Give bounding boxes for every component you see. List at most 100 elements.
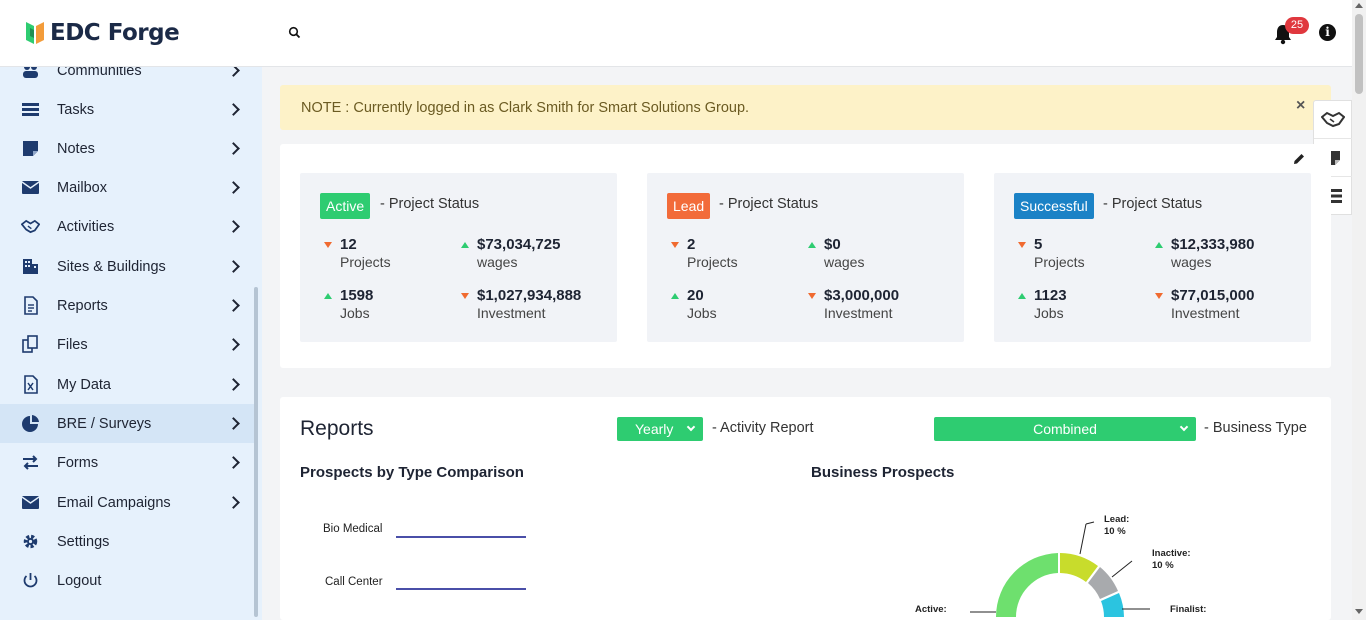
stat-jobs: 1598 Jobs (320, 287, 373, 321)
stat-jobs: 1123 Jobs (1014, 287, 1067, 321)
files-icon (21, 335, 40, 354)
tasks-icon (21, 100, 40, 119)
chevron-right-icon (227, 67, 240, 77)
login-note-banner: NOTE : Currently logged in as Clark Smit… (280, 85, 1331, 130)
pencil-icon[interactable] (1292, 152, 1306, 166)
donut-label-lead: Lead: 10 % (1104, 514, 1130, 537)
sidebar-item-label: Settings (57, 533, 110, 550)
leader-line-lead (1085, 521, 1095, 525)
sidebar-item-label: Mailbox (57, 179, 107, 196)
sidebar-item-email-campaigns[interactable]: Email Campaigns (0, 483, 258, 522)
stat-projects: 5 Projects (1014, 236, 1085, 270)
trend-up-icon (808, 242, 816, 248)
sidebar-item-sites-buildings[interactable]: Sites & Buildings (0, 247, 258, 286)
status-card-lead: Lead - Project Status 2 Projects $0 wages … (647, 173, 964, 342)
sidebar-scrollbar[interactable] (254, 287, 258, 617)
chevron-right-icon (227, 378, 240, 391)
stat-projects: 12 Projects (320, 236, 391, 270)
notification-badge: 25 (1285, 17, 1309, 34)
project-status-panel: Active - Project Status 12 Projects $73,0… (280, 144, 1331, 368)
scroll-down-icon[interactable] (1355, 609, 1363, 614)
logo[interactable]: EDC Forge (24, 20, 180, 46)
sidebar-item-label: Logout (57, 572, 102, 589)
scroll-up-icon[interactable] (1355, 3, 1363, 8)
sidebar-item-settings[interactable]: Settings (0, 522, 258, 561)
info-icon[interactable]: i (1319, 24, 1336, 41)
users-icon (21, 67, 40, 80)
sidebar-item-mailbox[interactable]: Mailbox (0, 168, 258, 207)
chevron-right-icon (227, 260, 240, 273)
list-tool-button[interactable] (1314, 177, 1352, 215)
donut-label-active: Active: (915, 604, 947, 615)
stat-wages: $0 wages (804, 236, 864, 270)
search-icon[interactable] (288, 26, 302, 40)
handshake-tool-button[interactable] (1314, 101, 1352, 139)
donut-label-finalist: Finalist: (1170, 604, 1207, 615)
business-prospects-donut (970, 521, 1150, 617)
bar (396, 588, 526, 590)
stat-investment: $77,015,000 Investment (1151, 287, 1254, 321)
stat-jobs: 20 Jobs (667, 287, 717, 321)
building-icon (21, 257, 40, 276)
arrows-icon (21, 453, 40, 472)
trend-up-icon (1155, 242, 1163, 248)
excel-icon (21, 375, 40, 394)
right-chart-title: Business Prospects (811, 464, 955, 481)
sidebar-item-tasks[interactable]: Tasks (0, 90, 258, 129)
sidebar-item-reports[interactable]: Reports (0, 286, 258, 325)
note-icon (21, 139, 40, 158)
sidebar-item-files[interactable]: Files (0, 325, 258, 364)
sidebar-item-label: BRE / Surveys (57, 415, 152, 432)
scroll-thumb[interactable] (1355, 14, 1363, 94)
stat-investment: $3,000,000 Investment (804, 287, 899, 321)
sidebar-item-logout[interactable]: Logout (0, 561, 258, 600)
trend-down-icon (461, 293, 469, 299)
chevron-right-icon (227, 181, 240, 194)
period-caption: - Activity Report (712, 420, 814, 436)
business-type-select-value: Combined (1033, 421, 1097, 437)
donut-slice-inactive (1088, 567, 1118, 599)
pie-icon (21, 414, 40, 433)
sidebar-item-my-data[interactable]: My Data (0, 365, 258, 404)
sidebar-item-label: Email Campaigns (57, 494, 171, 511)
tasks-icon (1324, 189, 1342, 203)
bar (396, 536, 526, 538)
bar-category-label: Bio Medical (323, 523, 383, 535)
page-scrollbar[interactable] (1352, 0, 1366, 620)
sidebar-item-bre-surveys[interactable]: BRE / Surveys (0, 404, 258, 443)
sidebar: Communities Tasks Notes Mailbox Activiti… (0, 67, 262, 620)
donut-slice-lead (1060, 553, 1098, 582)
chevron-right-icon (227, 299, 240, 312)
sidebar-item-label: Forms (57, 454, 99, 471)
sidebar-item-label: Communities (57, 67, 142, 79)
bar-category-label: Call Center (325, 576, 383, 588)
trend-up-icon (461, 242, 469, 248)
donut-slice-active (996, 553, 1058, 617)
period-select[interactable]: Yearly (617, 417, 703, 441)
left-chart-title: Prospects by Type Comparison (300, 464, 524, 481)
trend-up-icon (671, 293, 679, 299)
handshake-icon (21, 217, 40, 236)
sidebar-item-activities[interactable]: Activities (0, 207, 258, 246)
sidebar-item-label: My Data (57, 376, 111, 393)
top-header: EDC Forge 25 i (0, 0, 1352, 67)
brand-name: EDC Forge (50, 20, 180, 46)
stat-wages: $12,333,980 wages (1151, 236, 1254, 270)
close-icon[interactable]: × (1296, 97, 1306, 114)
chevron-down-icon (1179, 422, 1189, 432)
business-type-select[interactable]: Combined (934, 417, 1196, 441)
sidebar-item-notes[interactable]: Notes (0, 129, 258, 168)
sidebar-item-label: Files (57, 336, 88, 353)
sidebar-item-communities[interactable]: Communities (0, 67, 258, 90)
note-text: NOTE : Currently logged in as Clark Smit… (301, 100, 750, 116)
leader-line-inactive (1111, 560, 1133, 578)
stat-investment: $1,027,934,888 Investment (457, 287, 581, 321)
chevron-down-icon (686, 422, 696, 432)
leader-line-lead (1079, 523, 1087, 555)
sidebar-item-label: Notes (57, 140, 95, 157)
reports-panel: Reports Yearly - Activity Report Combine… (280, 397, 1331, 620)
sidebar-item-label: Reports (57, 297, 108, 314)
sidebar-item-forms[interactable]: Forms (0, 443, 258, 482)
donut-label-inactive: Inactive: 10 % (1152, 548, 1191, 571)
trend-down-icon (1018, 242, 1026, 248)
